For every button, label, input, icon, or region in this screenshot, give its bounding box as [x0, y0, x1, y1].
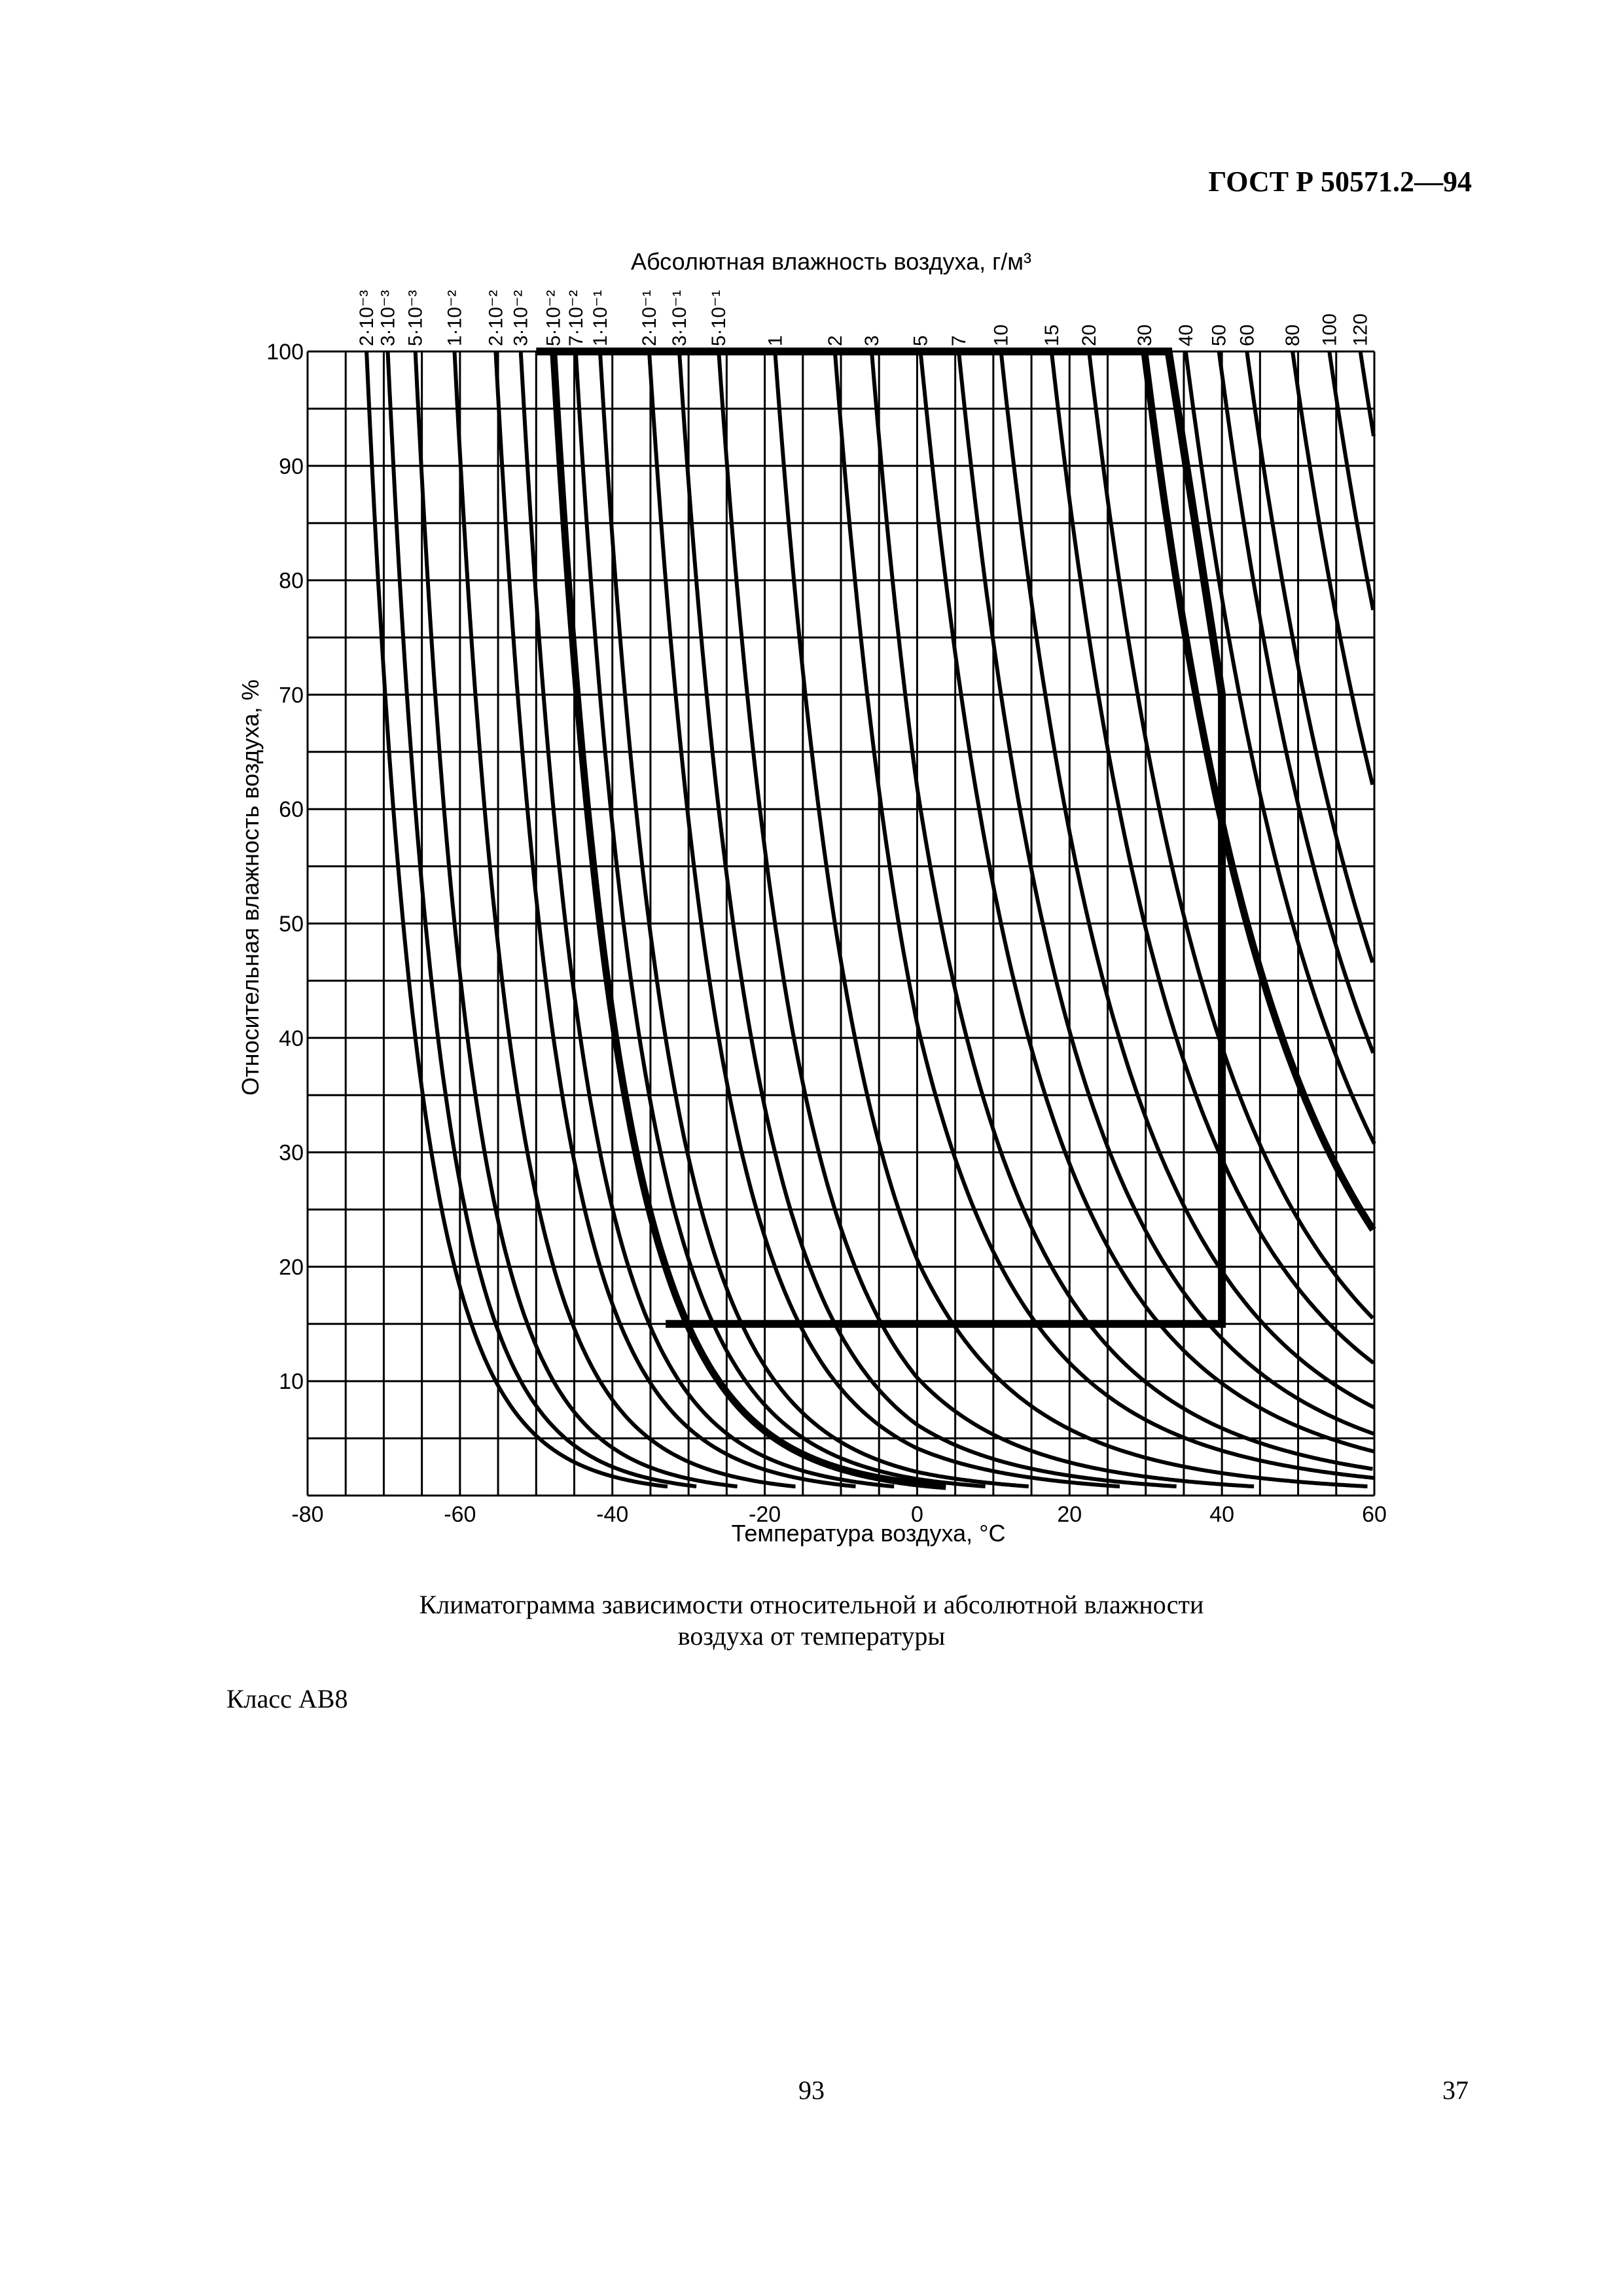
isoline-3-10-- [677, 351, 1177, 1488]
isoline-labels: 2·10⁻³ 3·10⁻³ 5·10⁻³ 1·10⁻² 2·10⁻² 3·10⁻² 5·10… [356, 290, 1372, 346]
y-tick-label: 50 [279, 912, 304, 937]
isoline-2 [832, 351, 1374, 1480]
isoline-label: 1·10⁻² [444, 290, 466, 346]
isoline-label: 2·10⁻² [485, 290, 507, 346]
axis-ticks: -80 -60 -40 -20 0 20 40 60 10 20 30 40 50 60 70 80 90 100 [266, 340, 1387, 1527]
y-tick-label: 100 [266, 340, 304, 365]
isoline-label: 2 [825, 335, 846, 346]
isoline-label: 3·10⁻¹ [669, 290, 690, 346]
isoline-label: 5·10⁻¹ [708, 290, 730, 346]
isoline-label: 7 [948, 335, 970, 346]
y-axis-title: Относительная влажность воздуха, % [237, 679, 264, 1096]
climate-zone-boundary [536, 348, 1226, 1328]
isoline-60 [1245, 351, 1375, 963]
y-tick-label: 30 [279, 1141, 304, 1166]
document-code: ГОСТ Р 50571.2—94 [1208, 166, 1472, 198]
climate-zone-group [536, 348, 1226, 1328]
isoline-label: 50 [1209, 325, 1230, 346]
isoline-label: 5 [910, 335, 932, 346]
isoline-2-10-- [647, 351, 1120, 1488]
isoline-5-10-- [550, 351, 948, 1490]
y-tick-label: 10 [279, 1369, 304, 1394]
isoline-15 [1049, 351, 1375, 1365]
isoline-3-10-- [385, 351, 697, 1488]
isoline-3-10-- [518, 351, 895, 1488]
isoline-2-10-- [493, 351, 856, 1488]
isoline-label: 80 [1282, 325, 1304, 346]
isoline-label: 100 [1319, 314, 1340, 346]
isoline-80 [1291, 351, 1375, 785]
isoline-5-10-- [717, 351, 1255, 1488]
isoline-10 [999, 351, 1376, 1410]
y-tick-label: 80 [279, 569, 304, 594]
isoline-3 [870, 351, 1373, 1471]
caption-line-2: воздуха от температуры [677, 1621, 946, 1651]
chart-title: Абсолютная влажность воздуха, г/м³ [631, 248, 1031, 275]
page-number-center: 93 [798, 2075, 825, 2105]
isoline-label: 20 [1079, 325, 1100, 346]
isoline-120 [1358, 351, 1376, 437]
isoline-label: 1 [764, 335, 786, 346]
y-tick-label: 20 [279, 1255, 304, 1280]
y-tick-label: 90 [279, 454, 304, 479]
isoline-7 [957, 351, 1375, 1436]
x-tick-label: -40 [596, 1502, 628, 1527]
isoline-label: 40 [1175, 325, 1197, 346]
isoline-1-10-- [597, 351, 1029, 1488]
x-tick-label: 20 [1057, 1502, 1082, 1527]
isoline-label: 2·10⁻³ [356, 290, 378, 346]
x-tick-label: -60 [444, 1502, 476, 1527]
isoline-label: 10 [991, 325, 1012, 346]
x-tick-label: 60 [1362, 1502, 1387, 1527]
y-tick-label: 70 [279, 683, 304, 708]
isoline-label: 60 [1236, 325, 1258, 346]
isoline-1 [773, 351, 1368, 1488]
isoline-30 [1141, 351, 1376, 1232]
x-tick-label: -80 [291, 1502, 323, 1527]
isoline-20 [1087, 351, 1374, 1320]
isoline-2-10-- [365, 351, 668, 1488]
caption-line-1: Климатограмма зависимости относительной … [419, 1590, 1204, 1619]
y-tick-label: 40 [279, 1026, 304, 1051]
isoline-1-10-- [452, 351, 796, 1488]
isoline-40 [1183, 351, 1376, 1145]
isoline-label: 3·10⁻³ [378, 290, 399, 346]
page-number-right: 37 [1442, 2075, 1469, 2105]
y-tick-label: 60 [279, 797, 304, 822]
isoline-7-10-- [573, 351, 986, 1488]
isoline-label: 5·10⁻³ [405, 290, 427, 346]
x-tick-label: 0 [911, 1502, 923, 1527]
isoline-50 [1217, 351, 1376, 1054]
isoline-label: 3 [861, 335, 883, 346]
isoline-label: 2·10⁻¹ [639, 290, 660, 346]
x-axis-title: Температура воздуха, °С [731, 1520, 1005, 1547]
isoline-group [365, 351, 1376, 1490]
figure-caption: Климатограмма зависимости относительной … [366, 1589, 1257, 1652]
isoline-label: 30 [1134, 325, 1156, 346]
class-label: Класс АВ8 [226, 1684, 348, 1713]
isoline-label: 3·10⁻² [510, 290, 532, 346]
isoline-5-10-- [413, 351, 738, 1488]
isoline-label: 7·10⁻² [565, 290, 587, 346]
isoline-label: 120 [1350, 314, 1372, 346]
isoline-label: 1·10⁻¹ [590, 290, 611, 346]
x-tick-label: 40 [1209, 1502, 1234, 1527]
isoline-100 [1327, 351, 1376, 611]
x-tick-label: -20 [749, 1502, 781, 1527]
isoline-label: 15 [1041, 325, 1063, 346]
isoline-5 [918, 351, 1375, 1454]
isoline-label: 5·10⁻² [543, 290, 565, 346]
